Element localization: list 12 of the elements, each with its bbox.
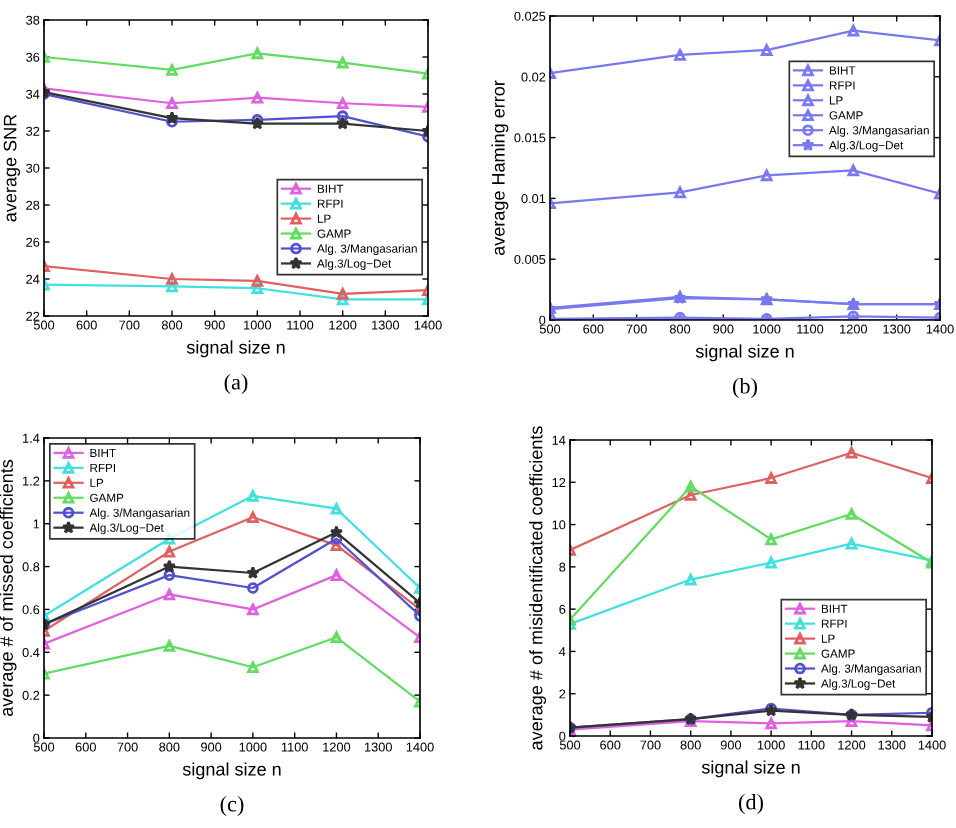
text: (d) [739, 793, 763, 815]
y-axis-title: average # of misidentificated coefficients [529, 426, 547, 750]
y-axis-title: average # of missed coefficients [0, 459, 17, 717]
x-axis-title: signal size n [182, 762, 281, 780]
text: (a) [224, 373, 248, 395]
text: (c) [220, 795, 244, 817]
y-axis-title: average Haming error [491, 80, 509, 256]
x-axis-title: signal size n [701, 760, 800, 778]
x-axis-title: signal size n [695, 344, 794, 362]
y-axis-title: average SNR [3, 114, 21, 222]
x-axis-title: signal size n [186, 340, 285, 358]
text: (b) [733, 377, 757, 399]
